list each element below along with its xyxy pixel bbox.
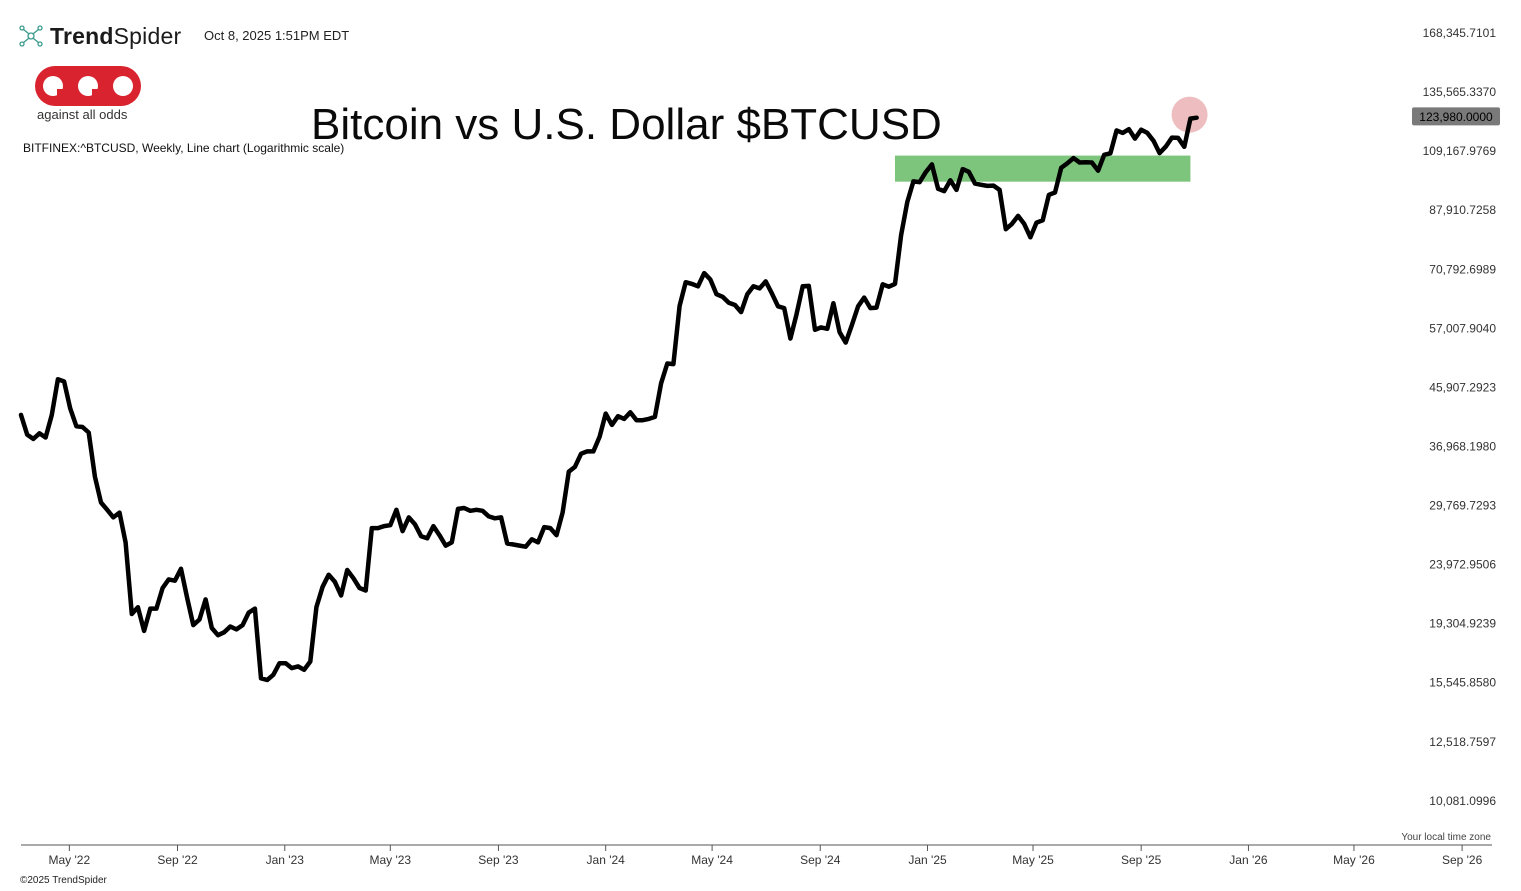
price-line-series-0 — [18, 115, 1199, 683]
y-tick-label: 109,167.9769 — [1423, 144, 1497, 158]
chart-subtitle: BITFINEX:^BTCUSD, Weekly, Line chart (Lo… — [23, 141, 345, 155]
brand-wordmark: TrendSpider — [50, 22, 182, 49]
chart-title: Bitcoin vs U.S. Dollar $BTCUSD — [311, 100, 942, 149]
x-tick-label: Sep '26 — [1442, 853, 1483, 867]
x-tick-label: Sep '25 — [1121, 853, 1162, 867]
x-tick-label: Jan '26 — [1229, 853, 1268, 867]
x-tick-label: May '24 — [691, 853, 733, 867]
current-price-badge — [1412, 107, 1500, 126]
y-tick-label: 87,910.7258 — [1429, 203, 1496, 217]
aao-tagline: against all odds — [37, 107, 128, 122]
x-tick-label: May '23 — [369, 853, 411, 867]
x-tick-label: Sep '24 — [800, 853, 841, 867]
x-tick-label: Jan '25 — [908, 853, 947, 867]
x-axis: May '22 Sep '22 Jan '23 May '23 Sep '23 Jan '… — [21, 844, 1492, 867]
zone-layer — [894, 155, 1191, 182]
y-tick-label: 36,968.1980 — [1429, 439, 1496, 453]
aao-logo — [35, 66, 141, 106]
y-tick-label: 23,972.9506 — [1429, 558, 1496, 572]
y-tick-label: 168,345.7101 — [1423, 26, 1497, 40]
trendspider-brand: TrendSpider — [18, 20, 181, 52]
copyright: ©2025 TrendSpider — [20, 875, 107, 886]
y-tick-label: 12,518.7597 — [1429, 735, 1496, 749]
x-tick-label: May '22 — [49, 853, 91, 867]
trendspider-logo-icon — [19, 25, 43, 47]
y-tick-label: 15,545.8580 — [1429, 676, 1496, 690]
x-tick-label: Sep '23 — [478, 853, 519, 867]
y-tick-label: 19,304.9239 — [1429, 617, 1496, 631]
x-tick-label: Jan '23 — [266, 853, 305, 867]
x-tick-label: Sep '22 — [157, 853, 198, 867]
timezone-note: Your local time zone — [1401, 832, 1491, 843]
y-tick-label: 10,081.0996 — [1429, 794, 1496, 808]
latest-price-highlight — [1171, 96, 1208, 133]
y-tick-label: 70,792.6989 — [1429, 262, 1496, 276]
x-tick-label: Jan '24 — [587, 853, 626, 867]
x-tick-label: May '26 — [1333, 853, 1375, 867]
y-tick-label: 135,565.3370 — [1423, 85, 1497, 99]
y-axis: 168,345.7101 135,565.3370 109,167.9769 87,9… — [1412, 26, 1500, 808]
y-tick-label: 45,907.2923 — [1429, 380, 1496, 394]
support-zone — [894, 155, 1191, 182]
x-tick-label: May '25 — [1012, 853, 1054, 867]
series-layer — [18, 115, 1199, 683]
current-price-label: 123,980.0000 — [1419, 110, 1493, 124]
marker-layer — [1171, 96, 1208, 133]
chart-timestamp: Oct 8, 2025 1:51PM EDT — [204, 28, 350, 43]
y-tick-label: 57,007.9040 — [1429, 321, 1496, 335]
y-tick-label: 29,769.7293 — [1429, 499, 1496, 513]
